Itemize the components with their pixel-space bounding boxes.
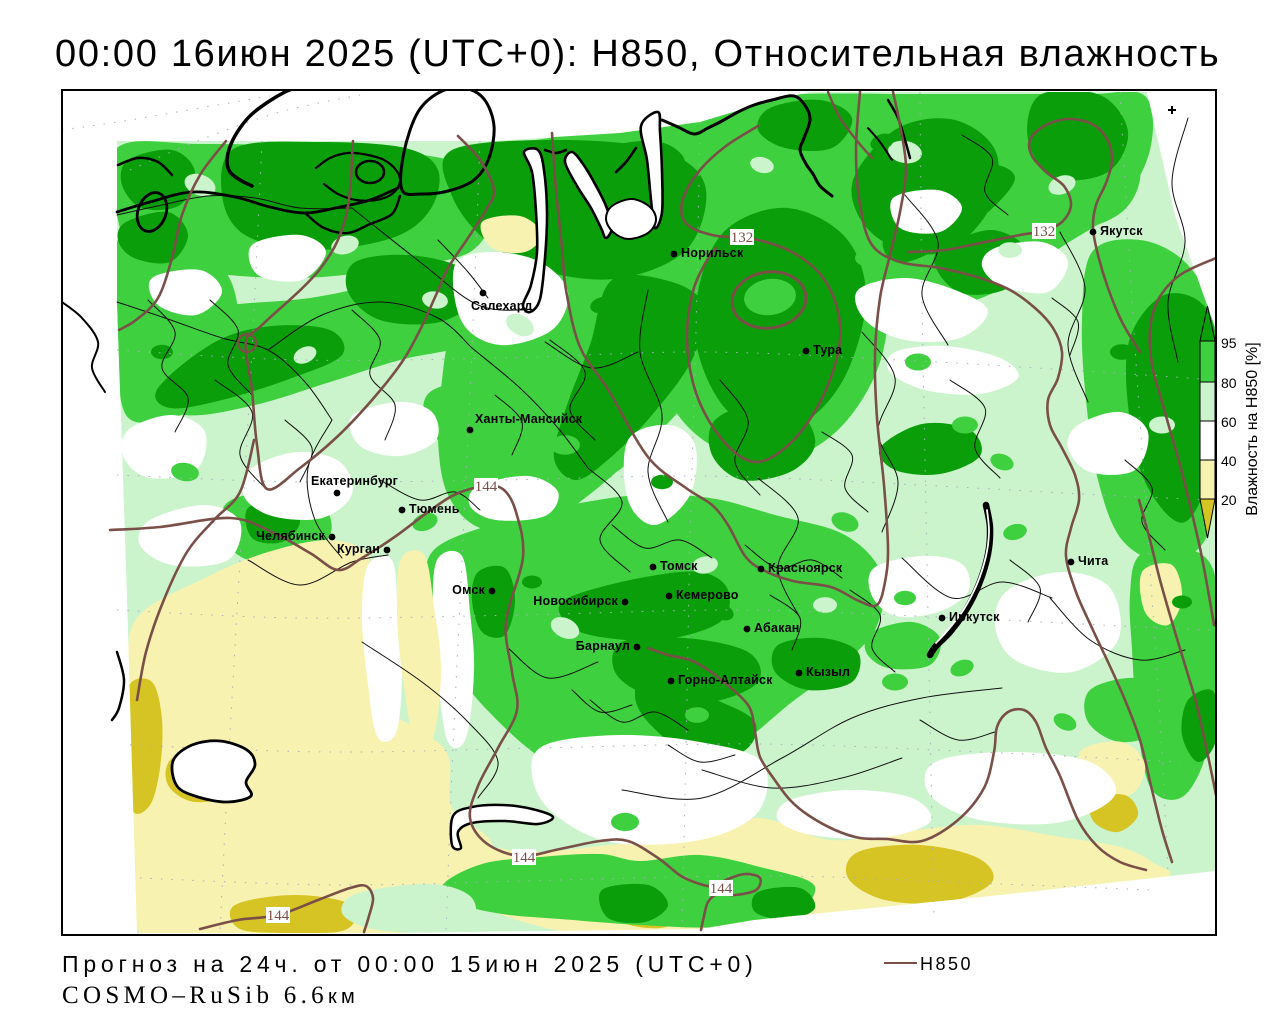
svg-text:Новосибирск: Новосибирск bbox=[533, 594, 618, 608]
svg-text:40: 40 bbox=[1221, 453, 1237, 469]
svg-text:60: 60 bbox=[1221, 414, 1237, 430]
svg-text:Иркутск: Иркутск bbox=[949, 610, 1000, 624]
svg-text:144: 144 bbox=[710, 881, 733, 897]
svg-text:20: 20 bbox=[1221, 492, 1237, 508]
svg-text:Якутск: Якутск bbox=[1100, 224, 1143, 238]
svg-text:Абакан: Абакан bbox=[754, 621, 800, 635]
svg-text:Екатеринбург: Екатеринбург bbox=[311, 474, 398, 488]
svg-text:Кемерово: Кемерово bbox=[676, 588, 739, 602]
svg-text:Тюмень: Тюмень bbox=[409, 502, 460, 516]
svg-text:Ханты-Мансийск: Ханты-Мансийск bbox=[475, 412, 583, 426]
svg-text:132: 132 bbox=[1033, 224, 1056, 240]
svg-text:Курган: Курган bbox=[337, 542, 380, 556]
svg-text:Барнаул: Барнаул bbox=[576, 639, 630, 653]
svg-text:Влажность на H850 [%]: Влажность на H850 [%] bbox=[1244, 342, 1261, 515]
svg-text:80: 80 bbox=[1221, 375, 1237, 391]
svg-text:Чита: Чита bbox=[1078, 554, 1109, 568]
svg-text:Кызыл: Кызыл bbox=[806, 665, 850, 679]
svg-text:Омск: Омск bbox=[452, 583, 485, 597]
svg-text:Челябинск: Челябинск bbox=[256, 529, 325, 543]
svg-text:144: 144 bbox=[267, 908, 290, 924]
svg-text:95: 95 bbox=[1221, 335, 1237, 351]
svg-text:Красноярск: Красноярск bbox=[768, 561, 843, 575]
svg-text:Томск: Томск bbox=[660, 559, 698, 573]
svg-text:144: 144 bbox=[475, 479, 498, 495]
svg-text:Тура: Тура bbox=[813, 343, 843, 357]
svg-text:Норильск: Норильск bbox=[681, 246, 744, 260]
svg-text:Салехард: Салехард bbox=[471, 299, 532, 313]
svg-text:132: 132 bbox=[731, 230, 754, 246]
svg-text:144: 144 bbox=[513, 850, 536, 866]
svg-text:Горно-Алтайск: Горно-Алтайск bbox=[678, 673, 773, 687]
